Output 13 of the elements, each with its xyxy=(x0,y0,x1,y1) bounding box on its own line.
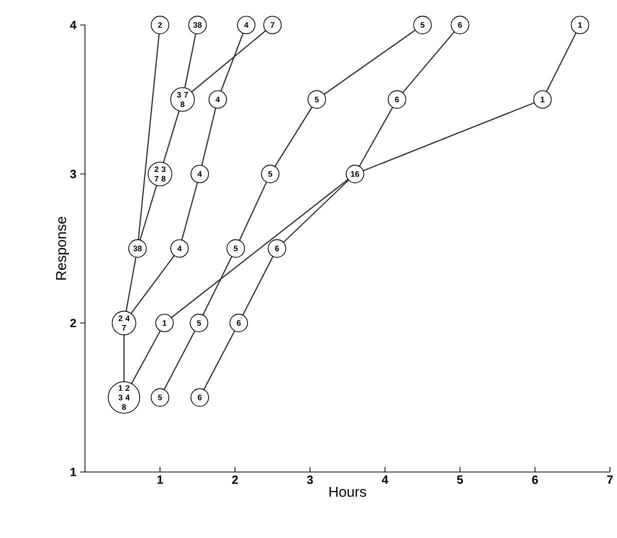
y-axis-title: Response xyxy=(56,216,69,280)
y-tick-label: 1 xyxy=(70,468,76,476)
y-tick-label: 3 xyxy=(70,170,76,178)
x-tick-label: 5 xyxy=(457,476,463,484)
x-axis-title: Hours xyxy=(330,486,366,497)
x-tick-label: 6 xyxy=(532,476,538,484)
x-tick-label: 1 xyxy=(157,476,163,484)
x-tick-label: 4 xyxy=(382,476,388,484)
y-tick-label: 2 xyxy=(70,318,76,328)
x-tick-label: 2 xyxy=(232,476,238,484)
x-tick-label: 7 xyxy=(607,476,613,484)
x-tick-label: 3 xyxy=(306,476,313,484)
y-tick-label: 4 xyxy=(70,20,76,30)
